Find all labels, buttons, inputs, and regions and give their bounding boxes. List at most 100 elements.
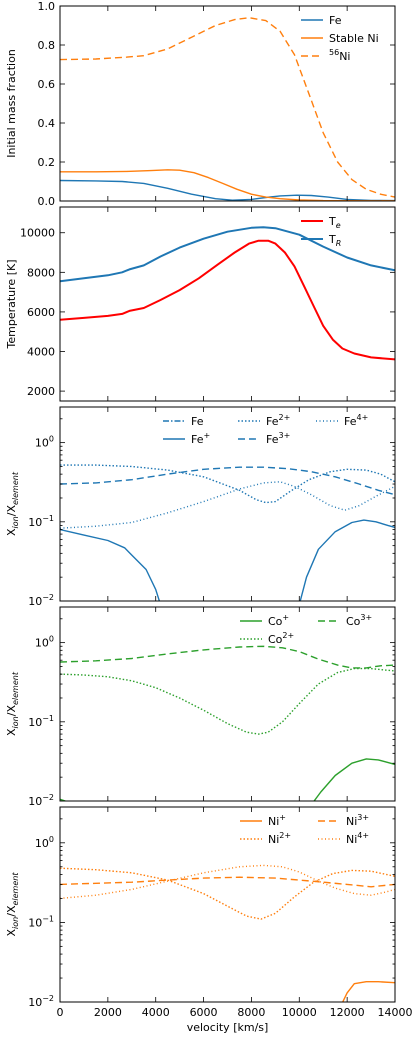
y-axis-label: Xion/Xelement: [5, 671, 20, 736]
y-tick-label: 2000: [27, 385, 55, 398]
series-line-fe-: [60, 519, 395, 601]
legend-label: Ni3+: [346, 813, 369, 828]
legend: Co+ Co2+ Co3+: [240, 613, 372, 646]
legend: Fe Stable Ni 56Ni: [301, 14, 379, 63]
plot-area: [60, 226, 395, 361]
y-axis-label: Xion/Xelement: [5, 872, 20, 937]
y-tick-label: 1.0: [38, 0, 56, 13]
legend-item-56ni: 56Ni: [301, 48, 350, 63]
legend-item-ni3-: Ni3+: [318, 813, 369, 828]
legend-label: Fe: [329, 14, 342, 27]
panel-1: 0.0 0.2 0.4 0.6 0.8 1.0 Initial mass fraction F…: [5, 0, 396, 208]
legend-label: Ni4+: [346, 831, 369, 846]
legend-item-fe2-: Fe2+: [238, 413, 290, 428]
series-line-co2-: [60, 667, 395, 735]
legend-item-fe-: Fe+: [163, 431, 210, 446]
legend-label: Fe4+: [344, 413, 368, 428]
series-line-fe: [60, 179, 395, 201]
panel-4: 10−2 10−1 100 Xion/Xelement Co+ Co2+ Co3+: [5, 606, 396, 808]
plot-area: [60, 645, 395, 801]
y-tick-label: 8000: [27, 266, 55, 279]
series-line-fe4-: [60, 481, 395, 529]
y-tick-label: 10000: [20, 227, 55, 240]
series-line-ni2-: [60, 867, 395, 920]
y-axis-label: Temperature [K]: [5, 260, 18, 350]
x-tick-label: 4000: [142, 1006, 170, 1019]
x-tick-label: 0: [57, 1006, 64, 1019]
x-tick-label: 10000: [282, 1006, 317, 1019]
legend-label: Co2+: [268, 631, 294, 646]
legend: Ni+ Ni2+ Ni3+ Ni4+: [240, 813, 369, 846]
axes-frame: [59, 406, 396, 602]
legend-label: Stable Ni: [329, 32, 379, 45]
y-axis-label: Initial mass fraction: [5, 49, 18, 158]
y-tick-label: 10−1: [28, 714, 54, 729]
legend-item-stable-ni: Stable Ni: [301, 32, 379, 45]
legend-label: Fe: [191, 415, 204, 428]
plot-area: [60, 864, 395, 1002]
legend-label: Ni2+: [268, 831, 291, 846]
y-tick-label: 6000: [27, 306, 55, 319]
axes-frame: [59, 5, 396, 202]
y-tick-label: 100: [35, 635, 54, 650]
y-tick-label: 10−1: [28, 514, 54, 529]
y-tick-label: 10−1: [28, 914, 54, 929]
y-tick-label: 4000: [27, 346, 55, 359]
x-tick-label: 8000: [237, 1006, 265, 1019]
x-tick-label: 6000: [190, 1006, 218, 1019]
y-tick-label: 10−2: [28, 793, 54, 808]
legend-item-te: Te: [301, 215, 341, 230]
legend-item-ni-: Ni+: [240, 813, 286, 828]
y-tick-label: 0.0: [38, 195, 56, 208]
y-tick-label: 10−2: [28, 994, 54, 1009]
series-line-fe2-: [60, 464, 395, 504]
legend-item-ni2-: Ni2+: [240, 831, 291, 846]
legend-item-fe: Fe: [163, 415, 204, 428]
x-tick-label: 12000: [330, 1006, 365, 1019]
series-line-ni-: [341, 981, 395, 1002]
y-tick-label: 0.6: [38, 78, 56, 91]
axes-frame: [59, 206, 396, 402]
series-line-56ni: [60, 17, 395, 198]
plot-area: [60, 464, 395, 601]
legend-item-co2-: Co2+: [240, 631, 294, 646]
series-line-tr: [60, 226, 395, 283]
series-line-fe3-: [60, 466, 395, 496]
series-line-te: [60, 239, 395, 361]
series-line-ni4-: [60, 864, 395, 900]
panel-2: 2000 4000 6000 8000 10000 Temperature [K] Te TR: [5, 206, 396, 402]
legend-label: Fe2+: [266, 413, 290, 428]
legend-item-fe: Fe: [301, 14, 342, 27]
legend-label: Fe+: [191, 431, 210, 446]
y-tick-label: 0.2: [38, 156, 56, 169]
legend-label: Fe3+: [266, 431, 290, 446]
legend-item-co3-: Co3+: [318, 613, 372, 628]
y-tick-label: 100: [35, 435, 54, 450]
y-tick-label: 10−2: [28, 593, 54, 608]
legend-label: TR: [328, 233, 341, 248]
legend-label: Ni+: [268, 813, 286, 828]
legend-item-tr: TR: [301, 233, 341, 248]
legend-label: Co3+: [346, 613, 372, 628]
series-line-co-: [60, 758, 395, 801]
x-axis-label: velocity [km/s]: [187, 1021, 269, 1034]
y-tick-label: 0.8: [38, 39, 56, 52]
legend-item-fe4-: Fe4+: [316, 413, 368, 428]
legend: Fe Fe+ Fe2+ Fe3+ Fe4+: [163, 413, 368, 446]
axes-frame: [59, 606, 396, 802]
y-tick-label: 100: [35, 835, 54, 850]
legend-item-fe3-: Fe3+: [238, 431, 290, 446]
series-line-stable-ni: [60, 169, 395, 201]
legend-item-co-: Co+: [240, 613, 289, 628]
y-axis-label: Xion/Xelement: [5, 471, 20, 536]
series-line-ni3-: [60, 876, 395, 888]
series-line-co3-: [60, 645, 395, 669]
legend-label: 56Ni: [329, 48, 350, 63]
legend-label: Co+: [268, 613, 289, 628]
y-tick-label: 0.4: [38, 117, 56, 130]
axes-frame: [59, 806, 396, 1003]
panel-5: 10−2 10−1 100 0 2000 4000 6000 8000 10000 12000 14…: [5, 806, 413, 1034]
legend: Te TR: [301, 215, 341, 248]
plot-area: [60, 17, 395, 201]
